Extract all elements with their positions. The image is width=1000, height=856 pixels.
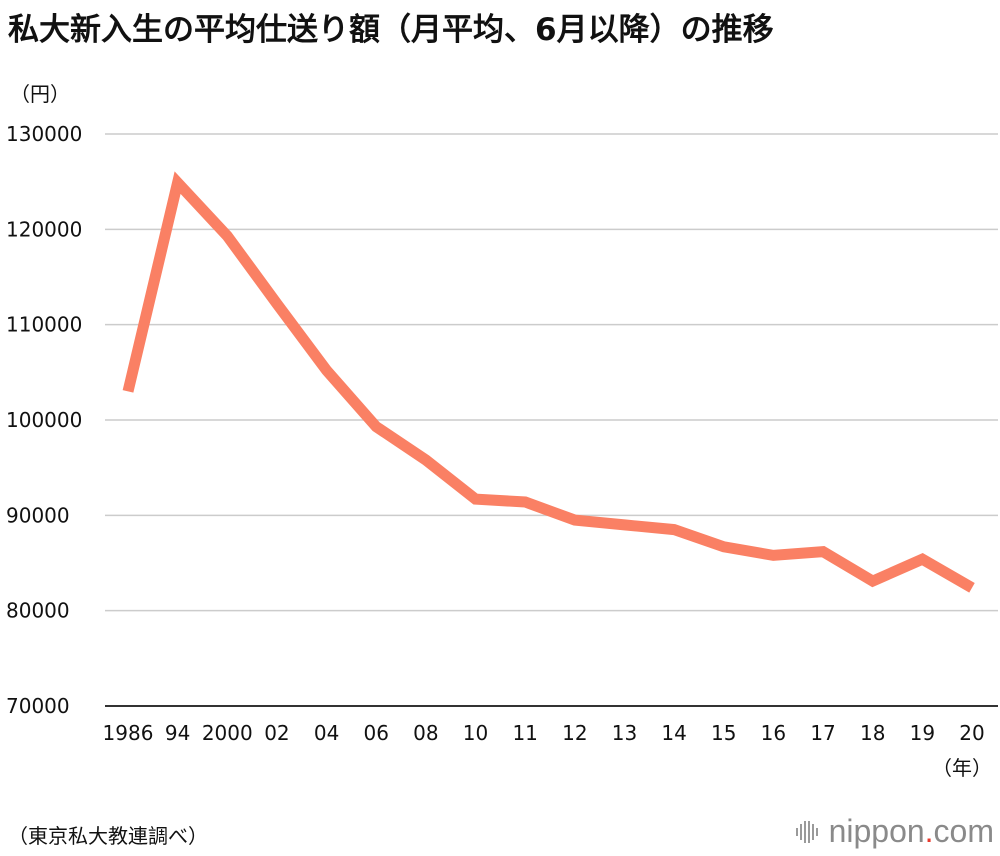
logo-dot: . <box>924 813 934 849</box>
x-axis-unit-label: （年） <box>932 756 992 780</box>
x-tick-label: 06 <box>364 721 389 745</box>
x-tick-label: 08 <box>413 721 438 745</box>
y-tick-label: 110000 <box>6 313 82 337</box>
logo-bars-icon <box>795 820 818 843</box>
nippon-com-logo: nippon. com <box>795 813 994 850</box>
x-tick-label: 11 <box>512 721 537 745</box>
x-tick-label: 15 <box>711 721 736 745</box>
logo-suffix: com <box>933 813 994 849</box>
y-tick-label: 70000 <box>6 694 70 718</box>
y-tick-label: 80000 <box>6 599 70 623</box>
x-tick-label: 13 <box>612 721 637 745</box>
y-tick-label: 90000 <box>6 503 70 527</box>
x-tick-label: 12 <box>562 721 587 745</box>
x-tick-label: 19 <box>910 721 935 745</box>
y-axis-unit-label: （円） <box>10 82 70 106</box>
x-tick-label: 04 <box>314 721 339 745</box>
x-tick-label: 20 <box>959 721 984 745</box>
x-tick-label: 1986 <box>103 721 154 745</box>
series-line <box>122 171 975 593</box>
x-tick-label: 10 <box>463 721 488 745</box>
x-tick-label: 94 <box>165 721 190 745</box>
y-tick-label: 100000 <box>6 408 82 432</box>
x-tick-label: 17 <box>810 721 835 745</box>
x-tick-label: 16 <box>761 721 786 745</box>
logo-text: nippon <box>828 813 925 849</box>
x-tick-label: 2000 <box>202 721 253 745</box>
x-tick-label: 18 <box>860 721 885 745</box>
x-tick-label: 02 <box>264 721 289 745</box>
y-tick-label: 120000 <box>6 217 82 241</box>
chart-title: 私大新入生の平均仕送り額（月平均、6月以降）の推移 <box>8 12 774 48</box>
source-note: （東京私大教連調べ） <box>8 824 208 848</box>
x-tick-label: 14 <box>661 721 686 745</box>
y-tick-label: 130000 <box>6 122 82 146</box>
